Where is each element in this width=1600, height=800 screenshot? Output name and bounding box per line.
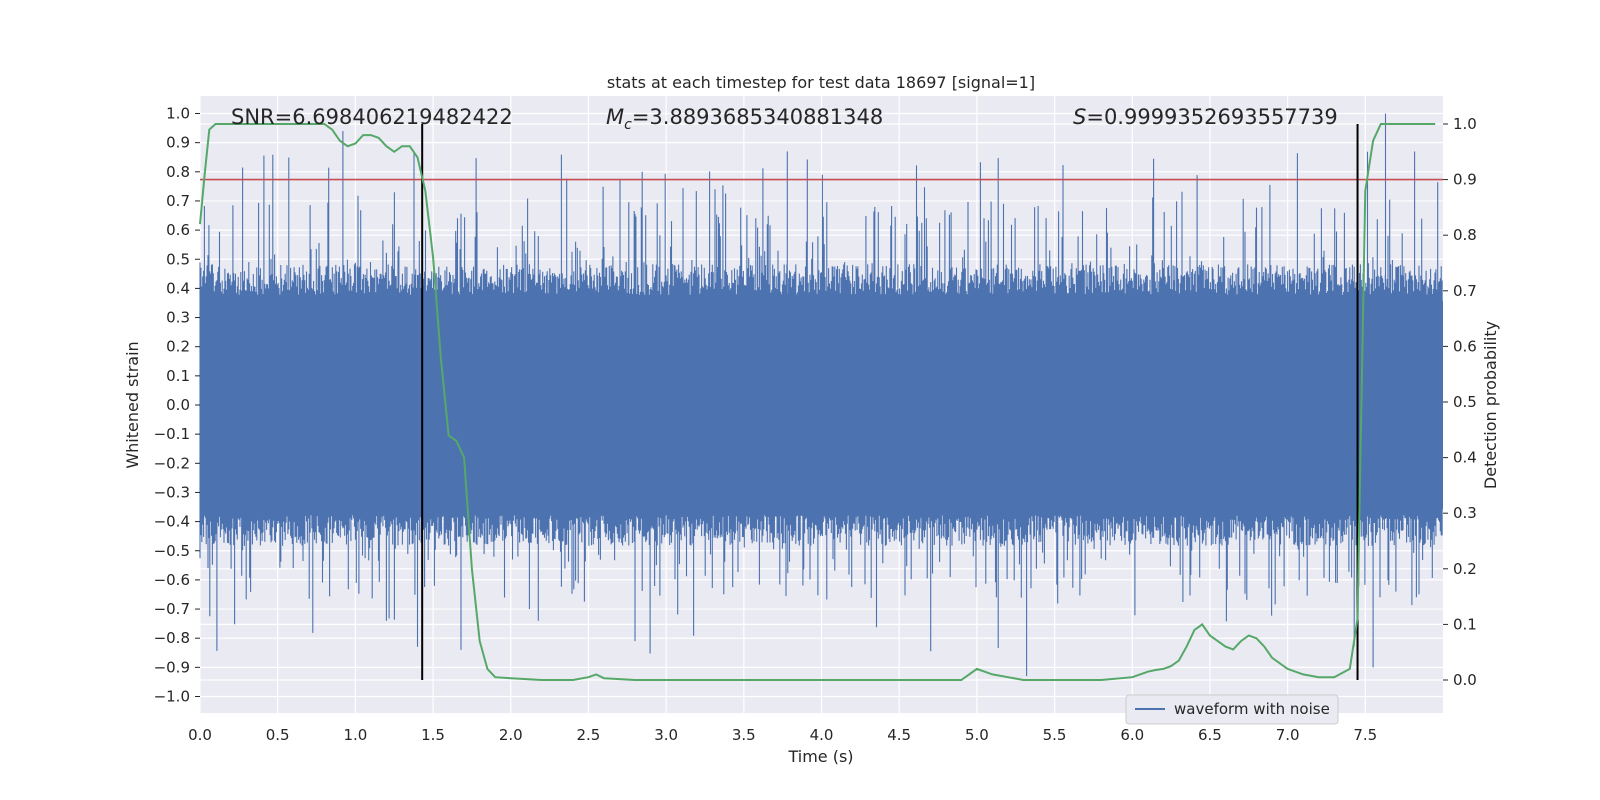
waveform-series — [199, 113, 1443, 677]
y-left-tick-label: 0.8 — [166, 163, 190, 181]
y-axis-left-label: Whitened strain — [123, 341, 142, 468]
legend: waveform with noise — [1125, 694, 1339, 725]
legend-box — [1125, 694, 1339, 725]
score-annotation: S=0.9999352693557739 — [1073, 105, 1338, 129]
y-right-tick-label: 0.3 — [1453, 504, 1477, 522]
y-left-tick-label: −0.1 — [154, 425, 190, 443]
y-left-tick-label: 0.6 — [166, 221, 190, 239]
x-tick-label: 1.0 — [343, 726, 367, 744]
y-left-tick-label: −0.2 — [154, 454, 190, 472]
y-right-tick-label: 0.7 — [1453, 282, 1477, 300]
y-left-tick-label: 0.4 — [166, 279, 190, 297]
y-left-tick-label: −1.0 — [154, 688, 190, 706]
x-tick-label: 3.0 — [654, 726, 678, 744]
chirp-mass-annotation: Mc=3.8893685340881348 — [606, 105, 883, 133]
y-right-tick-label: 0.0 — [1453, 671, 1477, 689]
x-tick-label: 5.5 — [1043, 726, 1067, 744]
y-left-tick-label: −0.3 — [154, 483, 190, 501]
x-tick-label: 5.0 — [965, 726, 989, 744]
x-tick-label: 2.0 — [499, 726, 523, 744]
y-left-tick-label: 0.3 — [166, 309, 190, 327]
y-left-tick-label: −0.5 — [154, 542, 190, 560]
y-right-tick-label: 0.6 — [1453, 337, 1477, 355]
y-right-tick-label: 0.9 — [1453, 171, 1477, 189]
x-tick-label: 6.5 — [1198, 726, 1222, 744]
y-right-tick-label: 0.5 — [1453, 393, 1477, 411]
y-left-tick-label: 0.0 — [166, 396, 190, 414]
y-right-tick-label: 0.2 — [1453, 560, 1477, 578]
x-tick-label: 3.5 — [732, 726, 756, 744]
y-left-tick-label: 0.9 — [166, 134, 190, 152]
legend-label: waveform with noise — [1174, 700, 1330, 718]
y-left-tick-label: −0.7 — [154, 600, 190, 618]
y-left-tick-label: 0.5 — [166, 250, 190, 268]
y-left-tick-label: −0.6 — [154, 571, 190, 589]
x-tick-label: 7.5 — [1353, 726, 1377, 744]
y-left-tick-label: 1.0 — [166, 105, 190, 123]
y-left-tick-label: 0.7 — [166, 192, 190, 210]
y-right-tick-label: 1.0 — [1453, 115, 1477, 133]
y-right-tick-label: 0.4 — [1453, 449, 1477, 467]
y-left-tick-label: 0.2 — [166, 338, 190, 356]
chirp-mass-subscript: c — [624, 117, 632, 133]
score-value: =0.9999352693557739 — [1086, 105, 1337, 129]
score-symbol: S — [1073, 105, 1086, 129]
x-axis-label: Time (s) — [787, 747, 853, 766]
chirp-mass-value: =3.8893685340881348 — [632, 105, 883, 129]
chirp-mass-symbol: M — [606, 105, 624, 129]
y-left-tick-label: −0.4 — [154, 513, 190, 531]
y-left-tick-label: −0.9 — [154, 658, 190, 676]
y-left-tick-label: 0.1 — [166, 367, 190, 385]
x-tick-label: 4.5 — [887, 726, 911, 744]
y-right-tick-label: 0.1 — [1453, 615, 1477, 633]
x-tick-label: 1.5 — [421, 726, 445, 744]
y-axis-right-label: Detection probability — [1481, 321, 1500, 489]
x-tick-label: 7.0 — [1276, 726, 1300, 744]
x-tick-label: 0.0 — [188, 726, 212, 744]
x-tick-label: 2.5 — [577, 726, 601, 744]
y-right-tick-label: 0.8 — [1453, 226, 1477, 244]
y-left-tick-label: −0.8 — [154, 629, 190, 647]
chart-title: stats at each timestep for test data 186… — [607, 73, 1035, 92]
x-tick-label: 6.0 — [1120, 726, 1144, 744]
overlays — [199, 123, 1443, 681]
x-tick-label: 4.0 — [810, 726, 834, 744]
waveform-line — [199, 113, 1443, 677]
x-tick-label: 0.5 — [266, 726, 290, 744]
snr-annotation: SNR=6.698406219482422 — [231, 105, 513, 129]
ticks: 0.0 0.5 1.0 1.5 2.0 2.5 3.0 3.5 4.0 4.5 5.0 5.5 6.0 6… — [154, 105, 1477, 745]
detection-probability-line — [199, 123, 1436, 681]
